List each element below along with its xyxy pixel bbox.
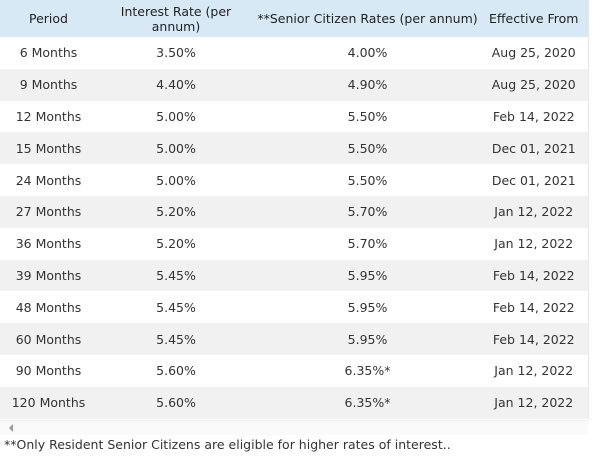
table-cell: 5.45%: [97, 291, 255, 324]
table-row: 48 Months 5.45% 5.95% Feb 14, 2022: [0, 291, 588, 324]
table-cell: 27 Months: [0, 195, 97, 228]
table-cell: 5.60%: [97, 386, 255, 419]
table-cell: 5.00%: [97, 132, 255, 165]
table-cell: 5.00%: [97, 100, 255, 133]
table-row: 9 Months 4.40% 4.90% Aug 25, 2020: [0, 68, 588, 101]
table-cell: 5.70%: [255, 227, 480, 260]
table-row: 24 Months 5.00% 5.50% Dec 01, 2021: [0, 164, 588, 196]
table-cell: 4.40%: [97, 68, 255, 101]
table-row: 6 Months 3.50% 4.00% Aug 25, 2020: [0, 37, 588, 69]
table-cell: 15 Months: [0, 132, 97, 165]
table-cell: 5.50%: [255, 132, 480, 165]
table-row: 12 Months 5.00% 5.50% Feb 14, 2022: [0, 100, 588, 133]
column-header: Effective From: [480, 0, 588, 37]
table-cell: 39 Months: [0, 259, 97, 292]
table-row: 39 Months 5.45% 5.95% Feb 14, 2022: [0, 259, 588, 292]
scroll-left-arrow[interactable]: [9, 424, 13, 432]
table-cell: Jan 12, 2022: [480, 227, 588, 260]
footnote: **Only Resident Senior Citizens are elig…: [4, 437, 451, 452]
table-row: 27 Months 5.20% 5.70% Jan 12, 2022: [0, 195, 588, 228]
table-cell: 5.50%: [255, 100, 480, 133]
table-cell: 6 Months: [0, 37, 97, 69]
column-header: Period: [0, 0, 97, 37]
table-cell: 6.35%*: [255, 386, 480, 419]
column-header: **Senior Citizen Rates (per annum): [255, 0, 480, 37]
table-cell: Dec 01, 2021: [480, 164, 588, 196]
table-cell: 90 Months: [0, 354, 97, 387]
table-cell: 9 Months: [0, 68, 97, 101]
table-cell: 6.35%*: [255, 354, 480, 387]
table-cell: Feb 14, 2022: [480, 291, 588, 324]
table-cell: Feb 14, 2022: [480, 100, 588, 133]
table-cell: 5.00%: [97, 164, 255, 196]
table-body: 6 Months 3.50% 4.00% Aug 25, 2020 9 Months 4.…: [0, 37, 588, 419]
table-cell: 5.20%: [97, 227, 255, 260]
table-cell: Feb 14, 2022: [480, 259, 588, 292]
table-row: 36 Months 5.20% 5.70% Jan 12, 2022: [0, 227, 588, 260]
table-cell: 5.95%: [255, 291, 480, 324]
table-cell: 48 Months: [0, 291, 97, 324]
table-cell: 4.90%: [255, 68, 480, 101]
horizontal-scrollbar[interactable]: [0, 420, 588, 435]
table-row: 15 Months 5.00% 5.50% Dec 01, 2021: [0, 132, 588, 165]
table-cell: 5.95%: [255, 323, 480, 355]
table-cell: 12 Months: [0, 100, 97, 133]
table-row: 60 Months 5.45% 5.95% Feb 14, 2022: [0, 323, 588, 355]
header-row: Period Interest Rate (per annum) **Senior …: [0, 0, 588, 37]
table-cell: 5.60%: [97, 354, 255, 387]
table-cell: Aug 25, 2020: [480, 37, 588, 69]
table-cell: 5.70%: [255, 195, 480, 228]
table-cell: Aug 25, 2020: [480, 68, 588, 101]
table-row: 120 Months 5.60% 6.35%* Jan 12, 2022: [0, 386, 588, 419]
table-cell: Feb 14, 2022: [480, 323, 588, 355]
table-cell: 120 Months: [0, 386, 97, 419]
table-cell: 4.00%: [255, 37, 480, 69]
table-cell: Dec 01, 2021: [480, 132, 588, 165]
table-cell: 5.45%: [97, 259, 255, 292]
table-cell: Jan 12, 2022: [480, 386, 588, 419]
column-header: Interest Rate (per annum): [97, 0, 255, 37]
table-cell: 5.50%: [255, 164, 480, 196]
table-cell: Jan 12, 2022: [480, 354, 588, 387]
table-row: 90 Months 5.60% 6.35%* Jan 12, 2022: [0, 354, 588, 387]
table-cell: 5.20%: [97, 195, 255, 228]
table-cell: Jan 12, 2022: [480, 195, 588, 228]
table-cell: 60 Months: [0, 323, 97, 355]
table-cell: 5.45%: [97, 323, 255, 355]
rates-table: Period Interest Rate (per annum) **Senior …: [0, 0, 589, 419]
table-cell: 36 Months: [0, 227, 97, 260]
table-cell: 3.50%: [97, 37, 255, 69]
table-cell: 24 Months: [0, 164, 97, 196]
table-cell: 5.95%: [255, 259, 480, 292]
